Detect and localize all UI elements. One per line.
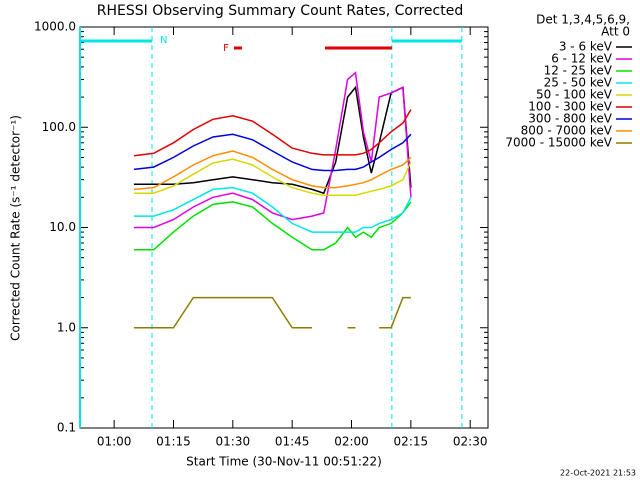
chart-title: RHESSI Observing Summary Count Rates, Co…	[97, 3, 463, 19]
legend-label: 100 - 300 keV	[528, 100, 612, 114]
series-line	[133, 85, 412, 195]
series-line	[133, 201, 412, 251]
legend-label: 7000 - 15000 keV	[505, 136, 612, 150]
footer: 22-Oct-2021 21:53	[560, 469, 636, 478]
flare-label: F	[223, 43, 229, 54]
y-tick-label: 10.0	[49, 220, 76, 234]
y-tick-label: 100.0	[42, 120, 76, 134]
legend-header: Att 0	[601, 25, 630, 39]
y-tick-label: 1000.0	[34, 20, 76, 34]
series-line	[133, 133, 412, 172]
series-line	[133, 186, 412, 233]
series-line	[133, 158, 412, 196]
x-axis-label: Start Time (30-Nov-11 00:51:22)	[186, 455, 382, 469]
x-tick-label: 01:15	[156, 435, 191, 449]
legend-label: 300 - 800 keV	[528, 112, 612, 126]
series-line	[133, 150, 412, 191]
x-tick-label: 02:15	[394, 435, 429, 449]
legend-label: 800 - 7000 keV	[521, 124, 613, 138]
legend-header: Det 1,3,4,5,6,9,	[536, 13, 630, 27]
x-tick-label: 02:00	[334, 435, 369, 449]
legend-label: 6 - 12 keV	[551, 52, 613, 66]
x-tick-label: 01:45	[275, 435, 310, 449]
legend-label: 25 - 50 keV	[544, 76, 613, 90]
series-line	[133, 296, 411, 329]
x-tick-label: 01:00	[97, 435, 132, 449]
series-line	[133, 109, 412, 157]
y-tick-label: 0.1	[57, 421, 76, 435]
legend-label: 50 - 100 keV	[536, 88, 613, 102]
night-label: N	[160, 35, 167, 46]
x-tick-label: 01:30	[216, 435, 251, 449]
series-line	[133, 71, 412, 229]
y-axis-label: Corrected Count Rate (s⁻¹ detector⁻¹)	[9, 115, 23, 341]
legend-label: 3 - 6 keV	[559, 40, 613, 54]
y-tick-label: 1.0	[57, 320, 76, 334]
legend-label: 12 - 25 keV	[544, 64, 613, 78]
x-tick-label: 02:30	[453, 435, 488, 449]
